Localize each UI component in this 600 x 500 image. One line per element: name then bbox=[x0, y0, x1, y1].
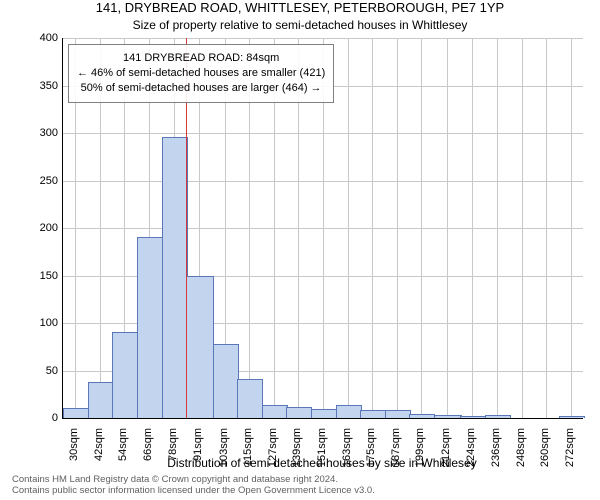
x-tick-label: 236sqm bbox=[490, 428, 502, 478]
gridline-v bbox=[348, 38, 349, 418]
x-tick-label: 187sqm bbox=[390, 428, 402, 478]
x-tick-label: 224sqm bbox=[465, 428, 477, 478]
x-tick-label: 115sqm bbox=[242, 428, 254, 478]
histogram-bar bbox=[63, 408, 89, 419]
x-tick-label: 272sqm bbox=[564, 428, 576, 478]
gridline-v bbox=[522, 38, 523, 418]
gridline-v bbox=[372, 38, 373, 418]
y-tick-label: 300 bbox=[18, 127, 58, 139]
annotation-line-3: 50% of semi-detached houses are larger (… bbox=[77, 81, 325, 96]
histogram-bar bbox=[137, 237, 163, 419]
x-tick-label: 151sqm bbox=[316, 428, 328, 478]
histogram-bar bbox=[559, 416, 585, 418]
histogram-bar bbox=[112, 332, 138, 419]
x-tick-label: 30sqm bbox=[68, 428, 80, 478]
y-tick-label: 50 bbox=[18, 365, 58, 377]
histogram-bar bbox=[434, 415, 462, 418]
x-tick-label: 260sqm bbox=[539, 428, 551, 478]
y-tick-label: 100 bbox=[18, 317, 58, 329]
histogram-bar bbox=[162, 137, 188, 418]
x-tick-label: 66sqm bbox=[142, 428, 154, 478]
histogram-bar bbox=[360, 410, 386, 418]
x-tick-label: 248sqm bbox=[515, 428, 527, 478]
x-tick-label: 103sqm bbox=[218, 428, 230, 478]
gridline-v bbox=[421, 38, 422, 418]
histogram-bar bbox=[336, 405, 362, 418]
x-tick-label: 42sqm bbox=[93, 428, 105, 478]
gridline-v bbox=[397, 38, 398, 418]
y-tick-label: 200 bbox=[18, 222, 58, 234]
y-tick-label: 150 bbox=[18, 270, 58, 282]
title-line-2: Size of property relative to semi-detach… bbox=[0, 18, 600, 32]
x-tick-label: 78sqm bbox=[167, 428, 179, 478]
histogram-bar bbox=[385, 410, 411, 418]
histogram-bar bbox=[485, 415, 511, 418]
histogram-bar bbox=[186, 276, 214, 418]
gridline-v bbox=[472, 38, 473, 418]
x-axis-label: Distribution of semi-detached houses by … bbox=[62, 456, 582, 470]
x-tick-label: 212sqm bbox=[440, 428, 452, 478]
x-tick-label: 127sqm bbox=[267, 428, 279, 478]
gridline-v bbox=[546, 38, 547, 418]
x-tick-label: 54sqm bbox=[117, 428, 129, 478]
x-tick-label: 175sqm bbox=[365, 428, 377, 478]
histogram-bar bbox=[311, 409, 337, 418]
histogram-bar bbox=[262, 405, 288, 418]
x-tick-label: 163sqm bbox=[341, 428, 353, 478]
x-tick-label: 91sqm bbox=[192, 428, 204, 478]
histogram-bar bbox=[460, 416, 486, 418]
annotation-line-2: ← 46% of semi-detached houses are smalle… bbox=[77, 66, 325, 81]
footer-line-2: Contains public sector information licen… bbox=[12, 486, 592, 497]
chart-root: 141, DRYBREAD ROAD, WHITTLESEY, PETERBOR… bbox=[0, 0, 600, 500]
x-tick-label: 199sqm bbox=[414, 428, 426, 478]
histogram-bar bbox=[237, 379, 263, 418]
annotation-box: 141 DRYBREAD ROAD: 84sqm ← 46% of semi-d… bbox=[68, 44, 334, 103]
gridline-v bbox=[571, 38, 572, 418]
histogram-bar bbox=[88, 382, 114, 418]
gridline-v bbox=[447, 38, 448, 418]
y-tick-label: 0 bbox=[18, 412, 58, 424]
title-line-1: 141, DRYBREAD ROAD, WHITTLESEY, PETERBOR… bbox=[0, 0, 600, 15]
gridline-v bbox=[497, 38, 498, 418]
histogram-bar bbox=[409, 414, 435, 418]
histogram-bar bbox=[213, 344, 239, 418]
y-tick-label: 250 bbox=[18, 175, 58, 187]
annotation-line-1: 141 DRYBREAD ROAD: 84sqm bbox=[77, 51, 325, 66]
x-tick-label: 139sqm bbox=[291, 428, 303, 478]
y-tick-label: 350 bbox=[18, 80, 58, 92]
footer-attribution: Contains HM Land Registry data © Crown c… bbox=[12, 475, 592, 497]
y-tick-label: 400 bbox=[18, 32, 58, 44]
histogram-bar bbox=[286, 407, 312, 418]
